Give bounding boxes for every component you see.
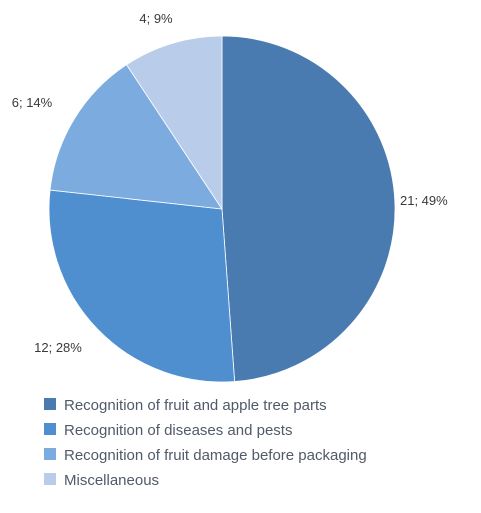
legend-label-3: Recognition of fruit damage before packa… (64, 447, 367, 464)
pie-slice-1 (221, 35, 396, 382)
legend-label-4: Miscellaneous (64, 472, 159, 489)
data-label-4: 4; 9% (139, 11, 173, 26)
legend-label-2: Recognition of diseases and pests (64, 422, 292, 439)
legend-swatch-3 (44, 448, 56, 460)
legend-swatch-2 (44, 423, 56, 435)
pie-slice-4 (125, 35, 223, 211)
legend-label-1: Recognition of fruit and apple tree part… (64, 397, 327, 414)
data-label-3: 6; 14% (12, 95, 53, 110)
pie-slice-2 (48, 189, 236, 383)
legend: Recognition of fruit and apple tree part… (44, 397, 367, 489)
data-label-1: 21; 49% (400, 193, 448, 208)
legend-swatch-1 (44, 398, 56, 410)
data-label-2: 12; 28% (34, 340, 82, 355)
data-labels: 21; 49% 12; 28% 6; 14% 4; 9% (12, 11, 448, 355)
legend-swatch-4 (44, 473, 56, 485)
pie-slices (48, 35, 396, 383)
pie-slice-3 (49, 64, 223, 210)
